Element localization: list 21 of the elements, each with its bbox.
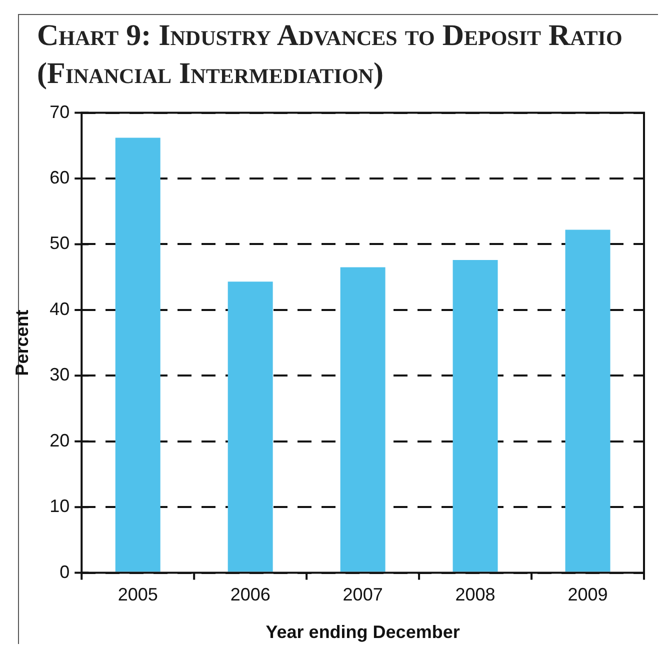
bar (228, 282, 273, 572)
y-tick-label: 60 (50, 167, 70, 188)
y-tick-label: 50 (50, 233, 70, 254)
y-axis-title: Percent (12, 310, 32, 376)
x-tick-label: 2006 (230, 584, 270, 605)
chart-title: Chart 9: Industry Advances to Deposit Ratio (Financial Intermediation) (37, 18, 624, 92)
x-tick-label: 2007 (342, 584, 383, 605)
y-tick-label: 70 (50, 102, 70, 122)
y-tick-label: 20 (50, 430, 70, 450)
y-tick-label: 10 (50, 496, 70, 516)
y-tick-label: 0 (60, 562, 70, 582)
bar (565, 230, 610, 572)
bar (115, 138, 160, 572)
x-tick-label: 2005 (118, 584, 158, 605)
bar (340, 267, 386, 572)
y-tick-label: 40 (50, 298, 70, 319)
x-tick-label: 2008 (455, 584, 496, 605)
x-axis-title: Year ending December (266, 622, 460, 642)
bar (452, 260, 498, 572)
x-tick-label: 2009 (568, 584, 608, 605)
y-tick-label: 30 (50, 364, 70, 385)
